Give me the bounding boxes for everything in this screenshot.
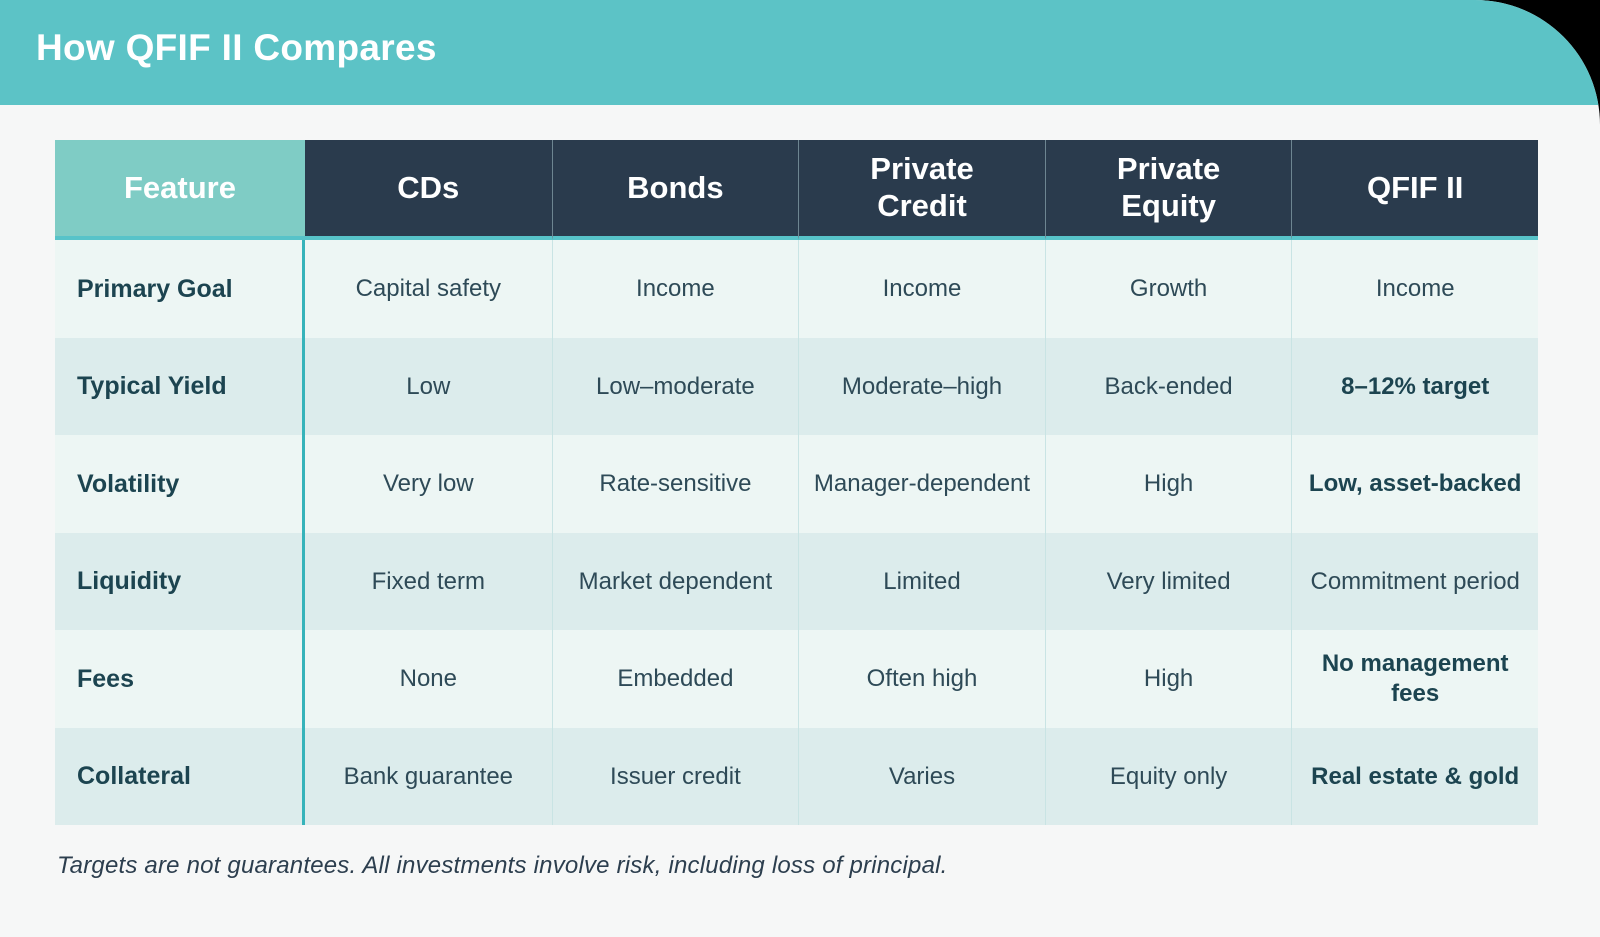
col-header-bonds: Bonds bbox=[551, 140, 799, 240]
table-cell: Moderate–high bbox=[798, 337, 1045, 435]
col-header-qfif-ii: QFIF II bbox=[1291, 140, 1538, 240]
row-label-fees: Fees bbox=[55, 630, 305, 728]
table-cell: Issuer credit bbox=[551, 727, 799, 825]
table-cell: Embedded bbox=[551, 630, 799, 728]
table-cell: Income bbox=[1291, 240, 1538, 338]
table-cell: Income bbox=[551, 240, 799, 338]
table-cell: Real estate & gold bbox=[1291, 727, 1538, 825]
table-cell: Often high bbox=[798, 630, 1045, 728]
table-cell: Rate-sensitive bbox=[551, 435, 799, 533]
table-cell: Growth bbox=[1044, 240, 1292, 338]
table-cell: Varies bbox=[798, 727, 1045, 825]
table-cell: Fixed term bbox=[305, 532, 552, 630]
table-cell: Low, asset-backed bbox=[1291, 435, 1538, 533]
row-label-typical-yield: Typical Yield bbox=[55, 337, 305, 435]
table-cell: Market dependent bbox=[551, 532, 799, 630]
table-cell: Equity only bbox=[1044, 727, 1292, 825]
disclaimer-text: Targets are not guarantees. All investme… bbox=[57, 852, 948, 879]
table-cell: Income bbox=[798, 240, 1045, 338]
table-cell: Very low bbox=[305, 435, 552, 533]
comparison-table: Feature CDs Bonds Private Credit Private… bbox=[55, 140, 1538, 825]
table-cell: High bbox=[1044, 435, 1292, 533]
row-label-collateral: Collateral bbox=[55, 727, 305, 825]
table-cell: High bbox=[1044, 630, 1292, 728]
table-cell: Low–moderate bbox=[551, 337, 799, 435]
table-cell: Very limited bbox=[1044, 532, 1292, 630]
col-header-feature: Feature bbox=[55, 140, 305, 240]
row-label-liquidity: Liquidity bbox=[55, 532, 305, 630]
table-cell: Back-ended bbox=[1044, 337, 1292, 435]
table-cell: No management fees bbox=[1291, 630, 1538, 728]
col-header-cds: CDs bbox=[305, 140, 552, 240]
col-header-private-credit: Private Credit bbox=[798, 140, 1045, 240]
table-cell: 8–12% target bbox=[1291, 337, 1538, 435]
col-header-private-equity: Private Equity bbox=[1044, 140, 1292, 240]
row-label-primary-goal: Primary Goal bbox=[55, 240, 305, 338]
table-cell: Commitment period bbox=[1291, 532, 1538, 630]
row-label-volatility: Volatility bbox=[55, 435, 305, 533]
page-title: How QFIF II Compares bbox=[36, 26, 437, 68]
table-cell: Manager-dependent bbox=[798, 435, 1045, 533]
table-cell: None bbox=[305, 630, 552, 728]
table-cell: Bank guarantee bbox=[305, 727, 552, 825]
page-header: How QFIF II Compares bbox=[0, 0, 1600, 105]
table-cell: Capital safety bbox=[305, 240, 552, 338]
table-cell: Low bbox=[305, 337, 552, 435]
table-cell: Limited bbox=[798, 532, 1045, 630]
